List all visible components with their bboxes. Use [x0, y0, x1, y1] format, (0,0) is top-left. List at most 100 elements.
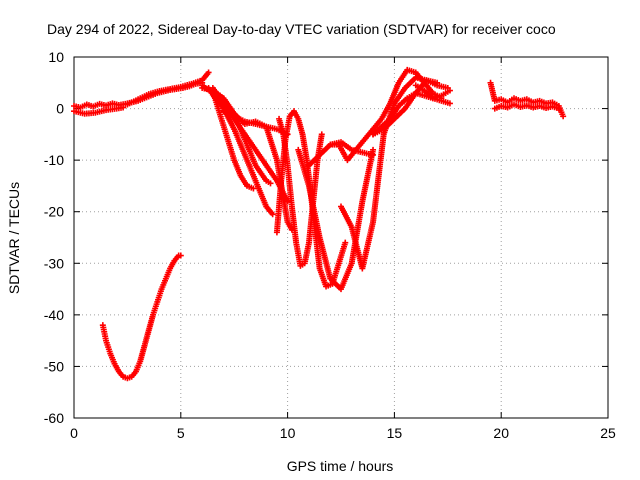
data-point-fill	[222, 109, 236, 119]
data-point-fill	[403, 91, 418, 110]
data-point	[269, 211, 276, 218]
data-point	[434, 79, 441, 86]
data-point-fill	[79, 102, 88, 110]
data-point-fill	[339, 140, 353, 152]
data-point-fill	[253, 164, 269, 183]
data-point-fill	[382, 117, 396, 131]
x-tick-label: 15	[387, 425, 403, 441]
y-tick-label: -30	[44, 255, 64, 271]
data-point-fill	[519, 96, 528, 104]
data-point-fill	[253, 148, 269, 167]
data-point-fill	[545, 104, 554, 111]
data-point-fill	[289, 205, 299, 244]
data-point-fill	[242, 138, 258, 167]
data-point-fill	[117, 370, 125, 379]
data-point-fill	[379, 102, 393, 120]
data-point-fill	[221, 96, 237, 116]
data-point-fill	[513, 102, 522, 110]
series-arc-4	[99, 252, 184, 382]
series-arc-15	[327, 66, 445, 164]
y-tick-label: -60	[44, 410, 64, 426]
data-point-fill	[500, 97, 509, 105]
data-point-fill	[388, 104, 401, 121]
x-tick-label: 25	[600, 425, 616, 441]
data-point-fill	[329, 141, 340, 148]
data-point-fill	[306, 184, 323, 239]
x-axis-label: GPS time / hours	[287, 458, 394, 474]
data-point	[205, 69, 212, 76]
series-arc-10	[220, 108, 291, 138]
data-point-fill	[525, 97, 535, 105]
data-point-fill	[317, 236, 333, 280]
data-point	[370, 146, 377, 153]
data-point-fill	[406, 67, 417, 75]
data-point-fill	[538, 98, 547, 106]
data-series	[71, 66, 567, 382]
series-arc-12	[276, 115, 325, 269]
data-point-fill	[431, 95, 443, 104]
data-point-fill	[280, 133, 291, 167]
data-point-fill	[282, 115, 293, 141]
data-point-fill	[396, 68, 409, 84]
data-point-fill	[493, 103, 503, 111]
data-point-fill	[295, 148, 312, 187]
data-point-fill	[403, 76, 418, 90]
data-point-fill	[371, 117, 384, 131]
series-arc-13	[295, 146, 377, 293]
data-point-fill	[98, 101, 107, 108]
data-point	[555, 105, 562, 112]
data-point-fill	[551, 100, 560, 108]
data-point-fill	[253, 179, 269, 208]
data-point-fill	[292, 110, 301, 120]
data-point-fill	[130, 370, 138, 379]
series-arc-3	[124, 69, 212, 108]
x-tick-label: 5	[177, 425, 185, 441]
data-point	[267, 180, 274, 187]
data-point-fill	[414, 83, 426, 93]
y-tick-label: 0	[56, 101, 64, 117]
data-point	[446, 100, 453, 107]
data-point-fill	[115, 104, 124, 112]
plot-border	[73, 56, 609, 419]
data-point-fill	[172, 254, 181, 262]
data-point-fill	[318, 143, 332, 157]
data-point-fill	[493, 96, 503, 104]
data-point-fill	[232, 159, 243, 177]
data-point-fill	[551, 104, 560, 111]
data-point-fill	[397, 96, 409, 108]
series-arc-20	[487, 79, 567, 120]
data-point	[446, 87, 453, 94]
data-point-fill	[440, 88, 451, 98]
chart-title: Day 294 of 2022, Sidereal Day-to-day VTE…	[47, 21, 556, 37]
data-point-fill	[513, 96, 522, 103]
data-point-fill	[506, 96, 515, 105]
data-point-fill	[159, 277, 168, 291]
data-point-fill	[211, 88, 225, 100]
series-arc-2	[71, 104, 127, 117]
data-point-fill	[211, 91, 226, 110]
data-point-fill	[345, 148, 358, 162]
axis-labels: 0 5 10 15 20 25 10 0 -10 -20 -30 -40 -50 -60	[44, 49, 616, 441]
data-point-fill	[111, 100, 120, 108]
data-point-fill	[284, 164, 295, 208]
data-point-fill	[232, 128, 248, 157]
data-point-fill	[380, 117, 392, 129]
data-point-fill	[370, 133, 387, 224]
data-point-fill	[440, 98, 451, 106]
x-tick-label: 10	[280, 425, 296, 441]
data-point-fill	[117, 101, 127, 108]
series-arc-21	[491, 101, 562, 112]
data-point-fill	[92, 101, 101, 109]
data-point-fill	[545, 99, 554, 107]
data-point-fill	[200, 71, 211, 82]
data-point-fill	[338, 262, 354, 291]
data-point-fill	[288, 109, 296, 118]
data-point-fill	[506, 102, 515, 110]
data-point	[120, 104, 127, 111]
data-point-fill	[519, 102, 528, 110]
axis-ticks	[73, 56, 609, 419]
data-point	[560, 113, 567, 120]
data-point-fill	[312, 231, 323, 270]
data-point	[250, 185, 257, 192]
data-point-fill	[293, 241, 304, 267]
